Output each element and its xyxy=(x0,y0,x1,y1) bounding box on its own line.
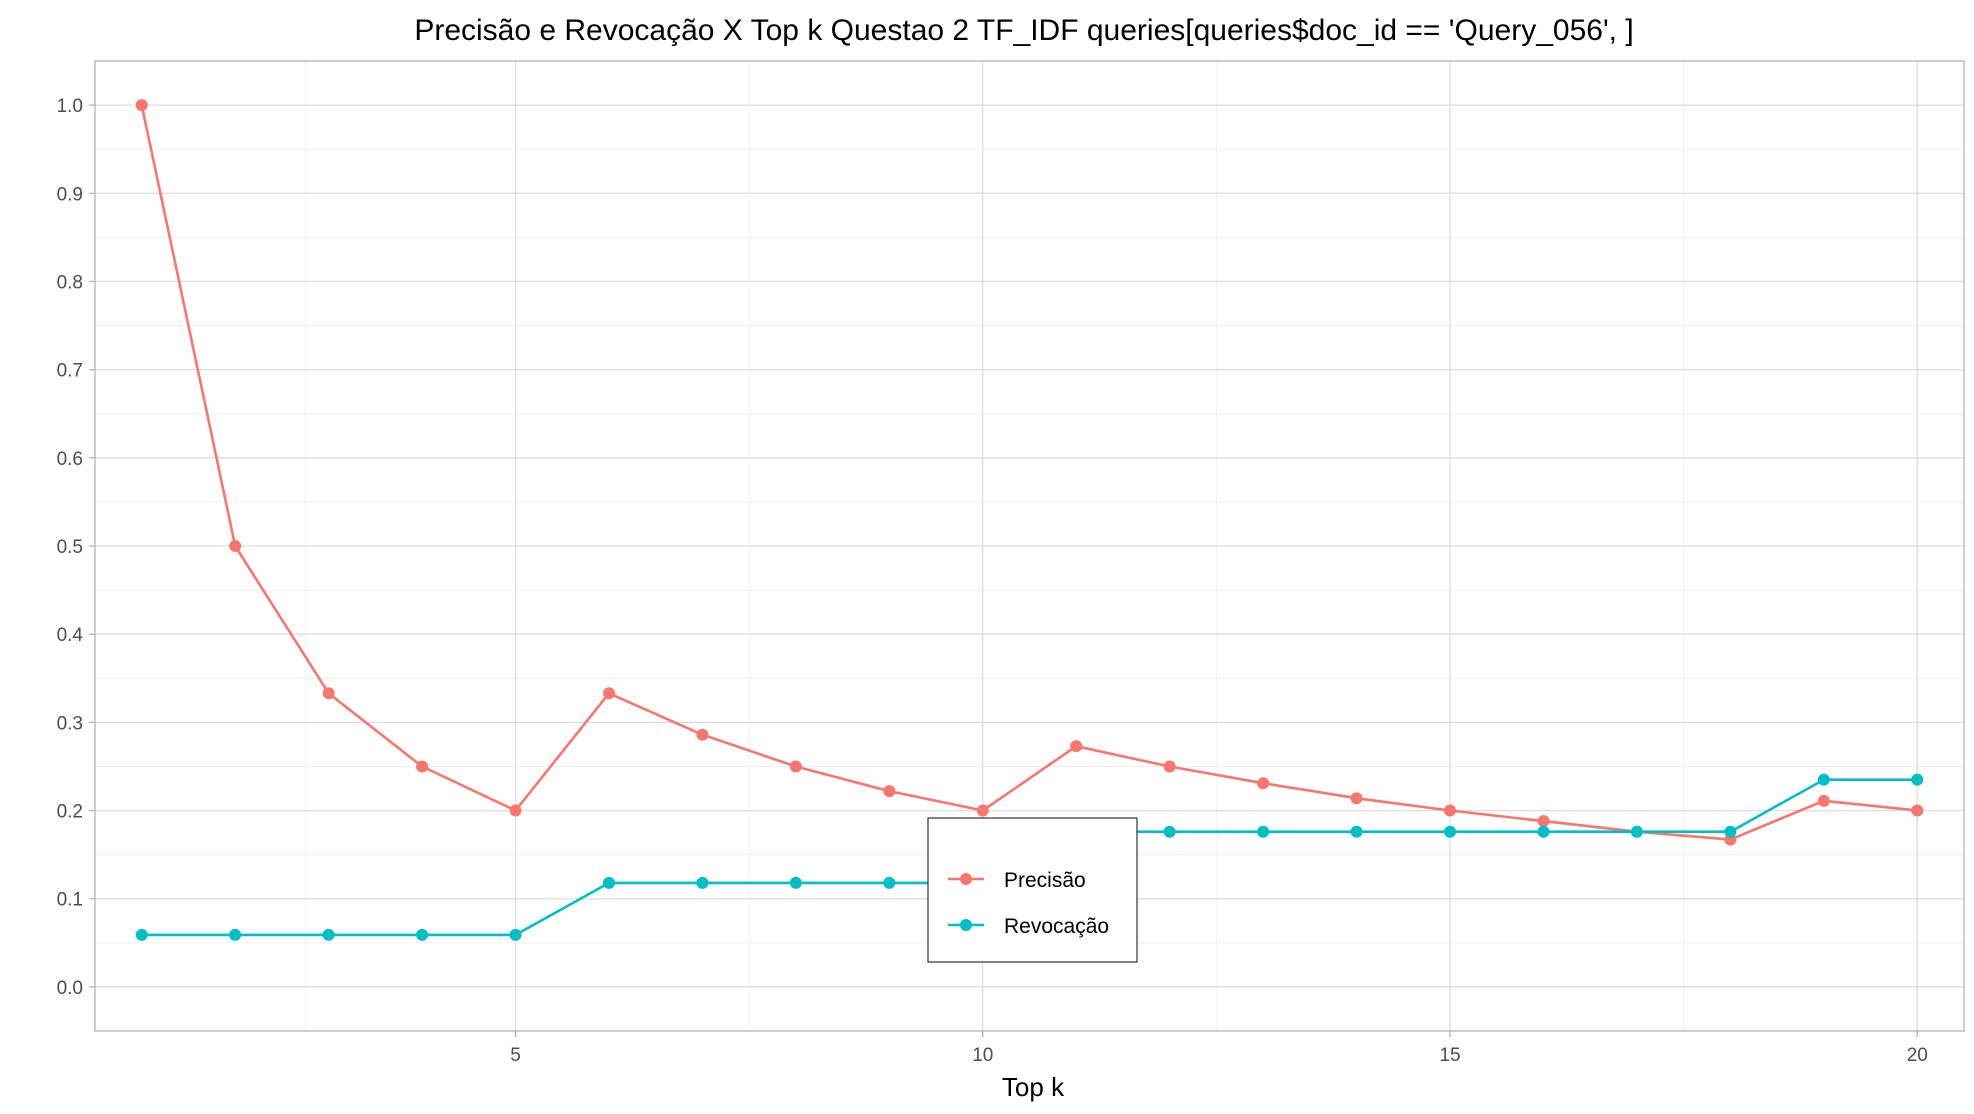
x-tick-label: 10 xyxy=(972,1045,993,1066)
legend-label: Precisão xyxy=(1004,869,1086,892)
data-point xyxy=(1537,815,1550,828)
data-point xyxy=(416,928,429,941)
data-point xyxy=(1911,773,1924,786)
data-point xyxy=(1817,773,1830,786)
data-point xyxy=(1350,825,1363,838)
x-tick-label: 5 xyxy=(510,1045,521,1066)
data-point xyxy=(229,540,242,552)
data-point xyxy=(1257,777,1270,790)
data-point xyxy=(1163,825,1176,838)
legend-box xyxy=(927,817,1138,963)
series-line xyxy=(140,104,1918,841)
data-point xyxy=(509,928,522,941)
data-point xyxy=(416,760,429,773)
data-point xyxy=(1537,825,1550,838)
axes: 0.0 0.1 0.2 0.3 0.4 0.5 0.6 0.7 0.8 0.9 1.0 5 10 15 20 xyxy=(57,60,1965,1066)
data-point xyxy=(789,760,802,773)
y-tick-label: 0.1 xyxy=(57,890,83,911)
y-tick-label: 0.4 xyxy=(57,625,84,646)
x-tick-label: 15 xyxy=(1439,1045,1460,1066)
y-tick-label: 1.0 xyxy=(57,96,83,117)
y-tick-label: 0.7 xyxy=(57,361,83,382)
chart-title: Precisão e Revocação X Top k Questao 2 T… xyxy=(414,14,1633,47)
data-point xyxy=(1630,825,1643,838)
data-point xyxy=(696,728,709,741)
data-point xyxy=(322,928,335,941)
legend-key-point xyxy=(960,873,972,885)
data-point xyxy=(509,804,522,817)
data-point xyxy=(1350,792,1363,805)
data-point xyxy=(602,876,615,889)
y-tick-label: 0.9 xyxy=(57,184,83,205)
data-point xyxy=(883,876,896,889)
y-tick-label: 0.2 xyxy=(57,802,83,823)
data-point xyxy=(789,876,802,889)
data-point xyxy=(1444,825,1457,838)
y-tick-label: 0.0 xyxy=(57,978,83,999)
data-point xyxy=(1444,804,1457,817)
data-point xyxy=(883,785,896,798)
y-tick-label: 0.5 xyxy=(57,537,83,558)
data-point xyxy=(976,804,989,817)
series-1 xyxy=(135,99,1924,846)
data-point xyxy=(1817,794,1830,807)
data-point xyxy=(1070,740,1083,753)
y-tick-label: 0.6 xyxy=(57,449,83,470)
y-tick-label: 0.8 xyxy=(57,272,83,293)
series-layer xyxy=(135,99,1924,941)
data-point xyxy=(322,687,335,700)
data-point xyxy=(1257,825,1270,838)
data-point xyxy=(229,928,242,941)
legend-label: Revocação xyxy=(1004,915,1109,938)
data-point xyxy=(135,99,148,112)
grid xyxy=(95,61,1964,1031)
x-tick-label: 20 xyxy=(1907,1045,1928,1066)
data-point xyxy=(135,928,148,941)
data-point xyxy=(696,876,709,889)
legend-key-point xyxy=(960,919,972,931)
y-tick-label: 0.3 xyxy=(57,713,83,734)
data-point xyxy=(1911,804,1924,817)
data-point xyxy=(1163,760,1176,773)
x-axis-title: Top k xyxy=(1002,1072,1065,1102)
data-point xyxy=(1724,825,1737,838)
legend: Precisão Revocação xyxy=(927,817,1138,963)
data-point xyxy=(602,687,615,700)
